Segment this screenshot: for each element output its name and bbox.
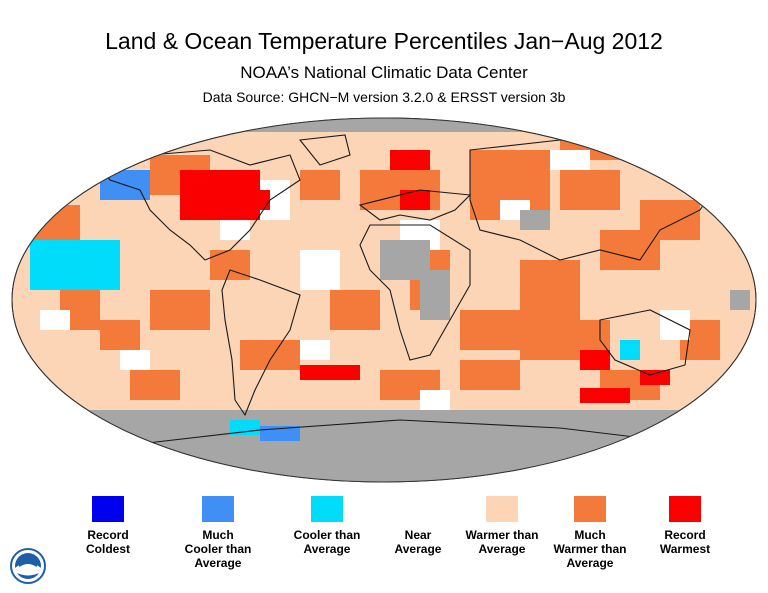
north-america-coast — [93, 149, 301, 261]
legend-item-2: Cooler than Average — [282, 496, 372, 556]
no-data-antarctic — [12, 410, 756, 482]
greenland-coast — [298, 134, 351, 166]
noaa-logo-icon — [10, 548, 46, 584]
much-warmer-cell — [560, 170, 620, 210]
legend-swatch — [402, 496, 434, 522]
near-average-cell — [120, 350, 150, 370]
no-data-cell — [520, 210, 550, 230]
cooler-cell — [620, 340, 640, 360]
world-map — [11, 117, 757, 483]
no-data-arctic — [360, 118, 450, 124]
legend-swatch — [486, 496, 518, 522]
legend-label: Record Warmest — [659, 528, 711, 556]
legend-swatch — [669, 496, 701, 522]
near-average-cell — [300, 340, 330, 360]
record-warmest-cell — [400, 190, 430, 210]
near-average-cell — [40, 310, 70, 330]
much-warmer-cell — [330, 290, 380, 330]
legend-item-6: Record Warmest — [640, 496, 730, 556]
much-warmer-cell — [150, 290, 210, 330]
much-warmer-cell — [130, 370, 180, 400]
legend-item-1: Much Cooler than Average — [173, 496, 263, 570]
south-america-coast — [221, 269, 301, 417]
legend-swatch — [92, 496, 124, 522]
legend-item-4: Warmer than Average — [457, 496, 547, 556]
cooler-cell — [30, 240, 120, 290]
much-warmer-cell — [210, 250, 250, 280]
record-warmest-cell — [580, 350, 610, 370]
much-warmer-cell — [240, 340, 300, 370]
much-warmer-cell — [460, 310, 520, 350]
no-data-cell — [420, 270, 450, 320]
legend-swatch — [574, 496, 606, 522]
legend-label: Much Cooler than Average — [184, 528, 252, 570]
near-average-cell — [550, 150, 590, 170]
near-average-cell — [660, 310, 690, 340]
legend-swatch — [311, 496, 343, 522]
legend-item-3: Near Average — [373, 496, 463, 556]
legend-label: Warmer than Average — [465, 528, 539, 556]
much-warmer-cell — [300, 170, 340, 200]
legend-label: Near Average — [394, 528, 442, 556]
data-source: Data Source: GHCN−M version 3.2.0 & ERSS… — [202, 89, 566, 105]
record-warmest-cell — [240, 190, 270, 210]
africa-coast — [359, 224, 471, 361]
record-warmest-cell — [300, 365, 360, 380]
legend-item-0: Record Coldest — [63, 496, 153, 556]
cooler-cell — [640, 150, 670, 165]
legend-label: Much Warmer than Average — [553, 528, 627, 570]
legend-label: Cooler than Average — [293, 528, 361, 556]
legend-swatch — [202, 496, 234, 522]
australia-coast — [599, 309, 691, 376]
much-warmer-cell — [640, 200, 700, 240]
map-subtitle: NOAA’s National Climatic Data Center — [240, 63, 528, 82]
legend-item-5: Much Warmer than Average — [545, 496, 635, 570]
cooler-cell — [80, 150, 120, 170]
legend: Record Coldest Much Cooler than Average Co… — [0, 496, 768, 593]
much-warmer-cell — [100, 320, 140, 350]
legend-label: Record Coldest — [85, 528, 130, 556]
record-warmest-cell — [580, 388, 630, 403]
near-average-cell — [420, 390, 450, 410]
much-warmer-cell — [520, 260, 580, 320]
record-warmest-cell — [390, 150, 430, 170]
no-data-cell — [730, 290, 750, 310]
much-warmer-cell — [460, 360, 520, 390]
map-title: Land & Ocean Temperature Percentiles Jan… — [105, 28, 663, 54]
near-average-cell — [300, 250, 340, 290]
much-warmer-cell — [20, 205, 80, 245]
europe-coast — [358, 189, 472, 221]
